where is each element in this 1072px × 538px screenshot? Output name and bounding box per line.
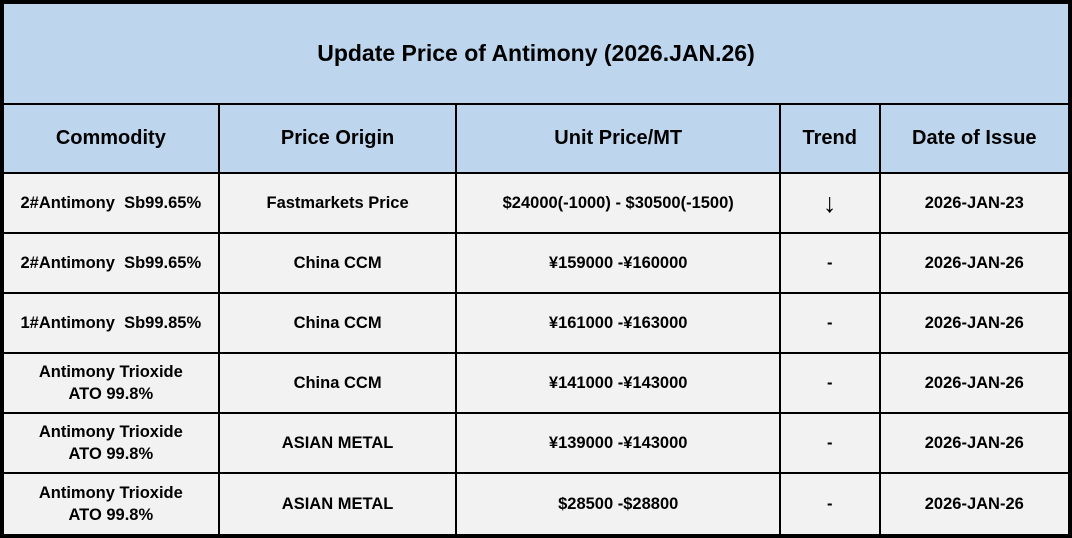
header-unit-price: Unit Price/MT	[457, 105, 781, 174]
date-cell: 2026-JAN-26	[880, 354, 1068, 414]
unit-price-cell: ¥139000 -¥143000	[457, 414, 781, 474]
price-origin-cell: China CCM	[219, 354, 458, 414]
trend-cell: -	[780, 354, 881, 414]
commodity-cell: Antimony Trioxide ATO 99.8%	[4, 414, 220, 474]
date-cell: 2026-JAN-26	[880, 474, 1068, 534]
trend-cell: -	[780, 414, 881, 474]
unit-price-cell: ¥159000 -¥160000	[457, 234, 781, 294]
header-commodity: Commodity	[4, 105, 220, 174]
header-date-of-issue: Date of Issue	[880, 105, 1068, 174]
unit-price-cell: $28500 -$28800	[457, 474, 781, 534]
trend-cell: -	[780, 234, 881, 294]
header-trend: Trend	[780, 105, 881, 174]
trend-down-arrow-icon: ↓	[780, 174, 881, 234]
date-cell: 2026-JAN-26	[880, 414, 1068, 474]
unit-price-cell: ¥141000 -¥143000	[457, 354, 781, 414]
unit-price-cell: ¥161000 -¥163000	[457, 294, 781, 354]
commodity-cell: 1#Antimony Sb99.85%	[4, 294, 220, 354]
price-origin-cell: ASIAN METAL	[219, 474, 458, 534]
commodity-cell: 2#Antimony Sb99.65%	[4, 174, 220, 234]
header-price-origin: Price Origin	[219, 105, 458, 174]
price-origin-cell: China CCM	[219, 294, 458, 354]
trend-cell: -	[780, 294, 881, 354]
trend-cell: -	[780, 474, 881, 534]
date-cell: 2026-JAN-23	[880, 174, 1068, 234]
date-cell: 2026-JAN-26	[880, 294, 1068, 354]
page-title: Update Price of Antimony (2026.JAN.26)	[4, 4, 1068, 105]
price-origin-cell: ASIAN METAL	[219, 414, 458, 474]
date-cell: 2026-JAN-26	[880, 234, 1068, 294]
price-origin-cell: China CCM	[219, 234, 458, 294]
commodity-cell: 2#Antimony Sb99.65%	[4, 234, 220, 294]
commodity-cell: Antimony Trioxide ATO 99.8%	[4, 354, 220, 414]
unit-price-cell: $24000(-1000) - $30500(-1500)	[457, 174, 781, 234]
commodity-cell: Antimony Trioxide ATO 99.8%	[4, 474, 220, 534]
price-origin-cell: Fastmarkets Price	[219, 174, 458, 234]
